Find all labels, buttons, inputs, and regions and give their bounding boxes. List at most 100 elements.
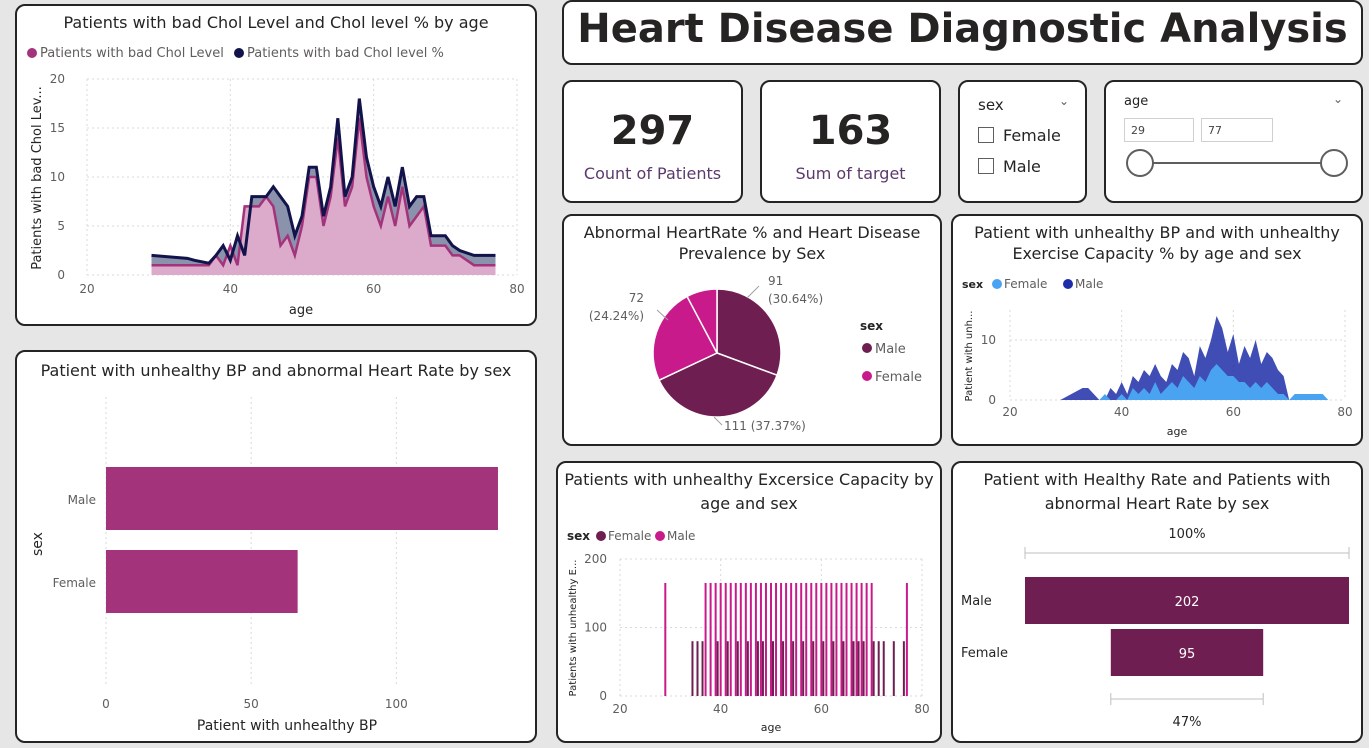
data-label: 95 <box>1179 647 1196 662</box>
x-tick-label: 20 <box>79 282 94 296</box>
x-tick-label: 60 <box>366 282 381 296</box>
bar <box>865 582 868 696</box>
bar <box>812 641 815 696</box>
pie-slice <box>658 352 778 418</box>
bar <box>852 641 855 696</box>
chevron-down-icon[interactable]: ⌄ <box>1058 94 1069 108</box>
bar <box>709 582 712 696</box>
legend-item[interactable]: Patients with bad Chol level % <box>233 46 444 61</box>
legend-item: Male <box>875 342 906 357</box>
y-tick-label: 0 <box>57 268 65 282</box>
legend-dot <box>27 48 37 58</box>
chart-title: Patient with Healthy Rate and Patients w… <box>983 470 1331 489</box>
age-range-slider[interactable] <box>1106 140 1363 190</box>
y-tick-label: Male <box>68 493 96 507</box>
sex-slicer: sex ⌄ Female Male <box>958 80 1087 203</box>
bar <box>726 641 729 696</box>
bar <box>862 641 865 696</box>
slider-handle-max <box>1320 149 1348 177</box>
exercise-pct-chart-card: Patient with unhealthy BP and with unhea… <box>951 214 1363 446</box>
slider-handle-min <box>1126 149 1154 177</box>
title-card: Heart Disease Diagnostic Analysis <box>562 0 1363 65</box>
bar <box>872 641 875 696</box>
chart-title: Exercise Capacity % by age and sex <box>1012 244 1302 263</box>
chart-title: age and sex <box>700 494 798 513</box>
chart-title: abnormal Heart Rate by sex <box>1044 494 1270 513</box>
exercise-chart-card: Patients with unhealthy Excersice Capaci… <box>556 461 942 743</box>
y-axis-title: sex <box>30 532 46 556</box>
data-label: 111 (37.37%) <box>724 419 806 433</box>
pie-slice <box>686 288 718 354</box>
bar <box>739 582 742 696</box>
chart-title: Patients with unhealthy Excersice Capaci… <box>564 470 934 489</box>
y-tick-label: 10 <box>981 333 996 347</box>
bar <box>802 641 805 696</box>
chart-title: Patients with bad Chol Level and Chol le… <box>63 13 489 32</box>
x-axis-title: age <box>289 303 313 318</box>
exercise-chart-svg: sex Female Male 0 100 200 20 40 60 80 age Patients … <box>567 529 930 734</box>
bar <box>724 582 727 696</box>
bar <box>792 641 795 696</box>
legend-item: Male <box>1075 277 1103 291</box>
leader-line <box>713 416 723 426</box>
bar <box>840 582 843 696</box>
kpi-card-target: 163 Sum of target <box>760 80 941 203</box>
bar <box>810 582 813 696</box>
age-slicer: age ⌄ 29 77 <box>1104 80 1363 203</box>
funnel-bar <box>1025 577 1349 624</box>
age-min-input[interactable]: 29 <box>1124 118 1194 142</box>
x-axis-title: Patient with unhealthy BP <box>197 718 377 734</box>
y-tick-label: 20 <box>50 72 65 86</box>
kpi-value: 163 <box>808 108 893 154</box>
x-tick-label: 20 <box>612 702 627 716</box>
chevron-down-icon[interactable]: ⌄ <box>1332 92 1343 106</box>
bar <box>729 582 732 696</box>
leader-line <box>656 309 669 321</box>
bar <box>825 582 828 696</box>
y-tick-label: Female <box>53 576 96 590</box>
y-axis-title: Patient with unh... <box>964 311 975 402</box>
slicer-option-female[interactable]: Female <box>978 126 1061 145</box>
chol-chart-card: Patients with bad Chol Level and Chol le… <box>15 4 537 326</box>
chol-chart-svg: 0 5 10 15 20 20 40 60 80 age Patients with bad Cho… <box>30 72 525 318</box>
series-area-male <box>1060 316 1329 400</box>
bar <box>714 582 717 696</box>
legend-item[interactable]: Patients with bad Chol Level <box>27 46 224 61</box>
x-axis-title: age <box>1167 425 1188 438</box>
chart-legend: Patients with bad Chol Level Patients wi… <box>27 46 444 61</box>
bar <box>805 582 808 696</box>
legend-item: Female <box>608 529 651 543</box>
kpi-label: Count of Patients <box>583 164 722 183</box>
data-label: (30.64%) <box>768 292 823 306</box>
slicer-option-male[interactable]: Male <box>978 157 1041 176</box>
bar <box>704 582 707 696</box>
y-tick-label: 5 <box>57 219 65 233</box>
category-label: Male <box>961 594 992 609</box>
bar <box>749 582 752 696</box>
legend-item: Female <box>875 370 922 385</box>
bar <box>860 582 863 696</box>
bar <box>835 582 838 696</box>
bar <box>842 641 845 696</box>
slicer-title: age <box>1124 94 1149 109</box>
checkbox[interactable] <box>978 127 994 143</box>
bar <box>754 582 757 696</box>
bar <box>892 641 895 696</box>
x-tick-label: 40 <box>223 282 238 296</box>
page-title: Heart Disease Diagnostic Analysis <box>577 6 1348 52</box>
bar <box>746 641 749 696</box>
series-area-female <box>1060 364 1329 400</box>
checkbox[interactable] <box>978 158 994 174</box>
bar <box>877 641 880 696</box>
data-label: 72 <box>629 291 644 305</box>
age-max-input[interactable]: 77 <box>1201 118 1273 142</box>
bar <box>820 582 823 696</box>
x-tick-label: 60 <box>814 702 829 716</box>
bar <box>850 582 853 696</box>
series-line-chol <box>151 118 496 268</box>
chart-title: Patient with unhealthy BP and abnormal H… <box>40 361 512 380</box>
bar <box>106 550 298 613</box>
bp-chart-svg: 0 50 100 Male Female Patient with unhealthy B… <box>30 397 498 734</box>
bar <box>734 582 737 696</box>
bar <box>782 641 785 696</box>
